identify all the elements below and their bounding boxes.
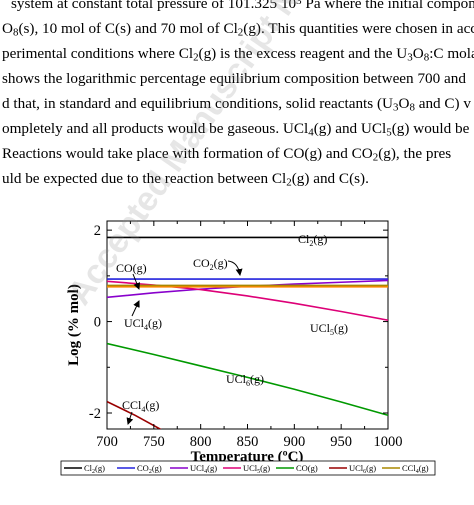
- text-line-3: perimental conditions where Cl2(g) is th…: [2, 45, 474, 64]
- pointer-co: [132, 273, 141, 290]
- series-layer: [107, 236, 388, 429]
- annotation-ucl6: UCl6(g): [226, 372, 264, 388]
- annotation-co2: CO2(g): [193, 256, 228, 272]
- legend-item-cl2: Cl2(g): [84, 463, 105, 475]
- legend: Cl2(g) CO2(g) UCl4(g) UCl5(g) CO(g) UCl6(g) CC…: [60, 460, 436, 476]
- text-line-8: uld be expected due to the reaction betw…: [2, 170, 369, 189]
- x-tick-label: 750: [143, 434, 165, 450]
- x-tick-label: 800: [190, 434, 212, 450]
- tick-layer: [106, 221, 389, 429]
- text-line-5: d that, in standard and equilibrium cond…: [2, 95, 472, 114]
- pointer-ucl4: [131, 300, 140, 317]
- text-line-1: system at constant total pressure of 101…: [11, 0, 474, 12]
- x-tick-label: 900: [283, 434, 305, 450]
- annotation-ucl5: UCl5(g): [310, 321, 348, 337]
- x-tick-label: 1000: [374, 434, 403, 450]
- y-tick-labels: 2 0 -2: [89, 223, 101, 422]
- legend-item-co: CO(g): [296, 463, 318, 473]
- legend-box: [60, 460, 436, 476]
- annotation-ccl4: CCl4(g): [122, 398, 159, 414]
- series-line: [107, 400, 162, 429]
- y-tick-label: 2: [94, 223, 101, 239]
- legend-item-ccl4: CCl4(g): [402, 463, 429, 475]
- x-tick-labels: 700 750 800 850 900 950 1000: [96, 434, 402, 450]
- annotations: Cl2(g) CO2(g) CO(g) UCl4(g) UCl5(g) UCl6…: [116, 232, 348, 414]
- annotation-pointers: [126, 260, 243, 425]
- x-tick-label: 700: [96, 434, 118, 450]
- series-line: [107, 279, 388, 299]
- series-line: [107, 342, 388, 417]
- legend-item-ucl6: UCl6(g): [349, 463, 376, 475]
- text-line-2: O8(s), 10 mol of C(s) and 70 mol of Cl2(…: [2, 20, 474, 39]
- pointer-ccl4: [126, 411, 134, 425]
- annotation-co: CO(g): [116, 261, 147, 275]
- legend-items: Cl2(g) CO2(g) UCl4(g) UCl5(g) CO(g) UCl6(g) CC…: [64, 463, 429, 475]
- legend-item-ucl5: UCl5(g): [243, 463, 270, 475]
- x-tick-label: 950: [330, 434, 352, 450]
- legend-item-ucl4: UCl4(g): [190, 463, 217, 475]
- y-tick-label: -2: [89, 406, 101, 422]
- pointer-co2: [227, 260, 243, 276]
- text-line-4: shows the logarithmic percentage equilib…: [2, 70, 466, 87]
- y-axis-title: Log (% mol): [66, 284, 82, 366]
- y-tick-label: 0: [94, 315, 101, 331]
- text-line-7: Reactions would take place with formatio…: [2, 145, 452, 164]
- annotation-ucl4: UCl4(g): [124, 316, 162, 332]
- legend-item-co2: CO2(g): [137, 463, 162, 475]
- body-text: system at constant total pressure of 101…: [0, 0, 474, 220]
- text-line-6: ompletely and all products would be gase…: [2, 120, 470, 139]
- x-tick-label: 850: [237, 434, 259, 450]
- annotation-cl2: Cl2(g): [298, 232, 327, 248]
